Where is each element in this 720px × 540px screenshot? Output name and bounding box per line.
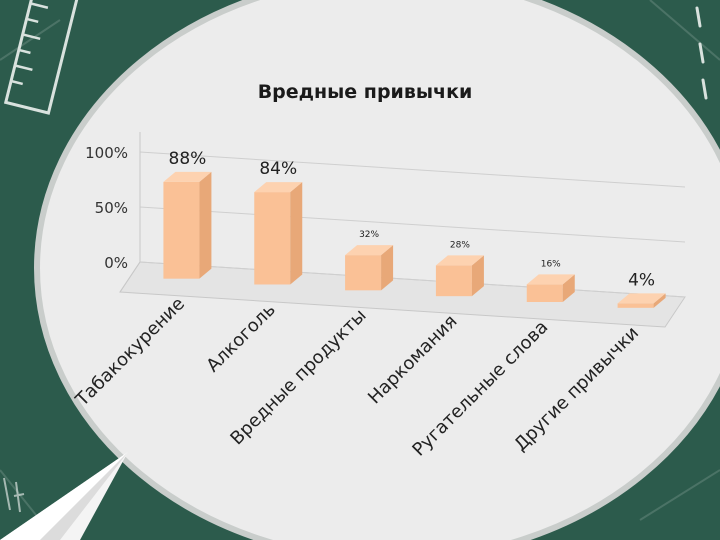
category-label: Наркомания: [364, 311, 461, 408]
bar-top: [435, 255, 484, 266]
data-label: 16%: [541, 259, 561, 269]
bar: [526, 284, 563, 302]
bar-side: [290, 182, 303, 285]
bar: [435, 265, 472, 297]
gridline: [139, 151, 686, 188]
bar: [163, 181, 200, 279]
bar-side: [471, 255, 484, 297]
data-label: 32%: [359, 230, 379, 240]
y-tick-label: 0%: [104, 254, 128, 272]
ruler-icon: [3, 0, 80, 115]
bar: [254, 192, 291, 285]
axis-wall-edge: [119, 261, 141, 293]
bar-top: [254, 182, 303, 193]
bar-top: [617, 293, 666, 304]
chart-title: Вредные привычки: [258, 81, 473, 103]
bar: [617, 303, 654, 308]
bar-top: [345, 245, 394, 256]
y-tick-label: 100%: [85, 144, 128, 162]
bar: [345, 255, 382, 291]
bar-top: [526, 274, 575, 285]
data-label: 84%: [259, 159, 297, 179]
category-label: Алкоголь: [203, 299, 280, 376]
bar-side: [653, 293, 666, 308]
bar-side: [381, 245, 394, 291]
gridline: [139, 261, 686, 298]
data-label: 28%: [450, 240, 470, 250]
data-label: 4%: [628, 270, 655, 290]
bar-top: [163, 171, 212, 182]
paper-plane-icon: [0, 452, 128, 540]
data-label: 88%: [169, 149, 207, 169]
plot-area: 0%50%100% 88%Табакокурение84%Алкоголь32%В…: [71, 132, 686, 461]
y-tick-label: 50%: [95, 199, 128, 217]
bar-side: [199, 171, 212, 279]
gridline: [139, 206, 686, 243]
bar-side: [562, 274, 575, 302]
category-label: Табакокурение: [71, 293, 189, 411]
